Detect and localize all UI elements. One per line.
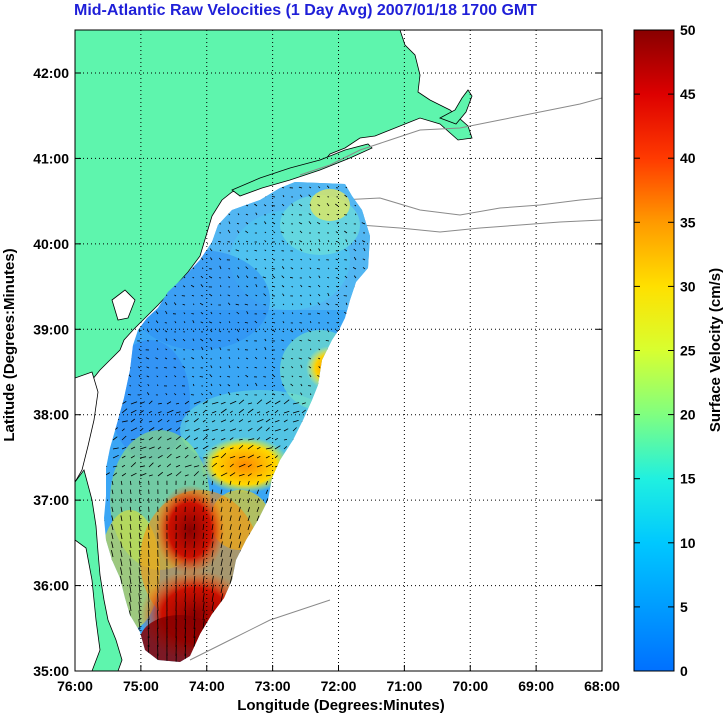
colorbar-ticks: 0 5 10 15 20 25 30 35 40 45 50 [634,22,696,679]
colorbar-tick-label: 40 [680,150,696,166]
x-axis: 76:00 75:00 74:00 73:00 72:00 71:00 70:00 69:00… [57,665,620,694]
colorbar-tick-label: 35 [680,214,696,230]
x-tick-label: 69:00 [518,678,554,694]
colorbar-tick-label: 30 [680,278,696,294]
delaware-bay [111,289,136,321]
colorbar-tick-label: 5 [680,599,688,615]
x-tick-label: 73:00 [255,678,291,694]
x-tick-label: 70:00 [452,678,488,694]
colorbar-tick-label: 0 [680,663,688,679]
x-axis-label: Longitude (Degrees:Minutes) [237,697,445,714]
y-axis-label: Latitude (Degrees:Minutes) [1,248,18,441]
colorbar-tick-label: 25 [680,343,696,359]
y-tick-label: 38:00 [33,407,69,423]
y-tick-label: 40:00 [33,236,69,252]
y-tick-label: 37:00 [33,492,69,508]
colorbar-label: Surface Velocity (cm/s) [707,268,724,432]
cape-cod [439,89,473,125]
x-tick-label: 76:00 [57,678,93,694]
y-tick-label: 35:00 [33,663,69,679]
colorbar-tick-label: 20 [680,407,696,423]
map-title: Mid-Atlantic Raw Velocities (1 Day Avg) … [74,2,537,19]
colorbar-tick-label: 50 [680,22,696,38]
x-tick-label: 74:00 [189,678,225,694]
y-tick-label: 41:00 [33,150,69,166]
x-tick-label: 75:00 [123,678,159,694]
long-island [231,143,373,197]
y-axis: 35:00 36:00 37:00 38:00 39:00 40:00 41:00 42:00 [33,65,602,679]
southern-sound [75,539,101,671]
x-tick-label: 71:00 [386,678,422,694]
map-grid [75,30,602,671]
colorbar-tick-label: 45 [680,86,696,102]
x-tick-label: 72:00 [321,678,357,694]
y-tick-label: 42:00 [33,65,69,81]
colorbar-tick-label: 15 [680,471,696,487]
colorbar-tick-label: 10 [680,535,696,551]
y-tick-label: 39:00 [33,321,69,337]
x-tick-label: 68:00 [584,678,620,694]
y-tick-label: 36:00 [33,578,69,594]
